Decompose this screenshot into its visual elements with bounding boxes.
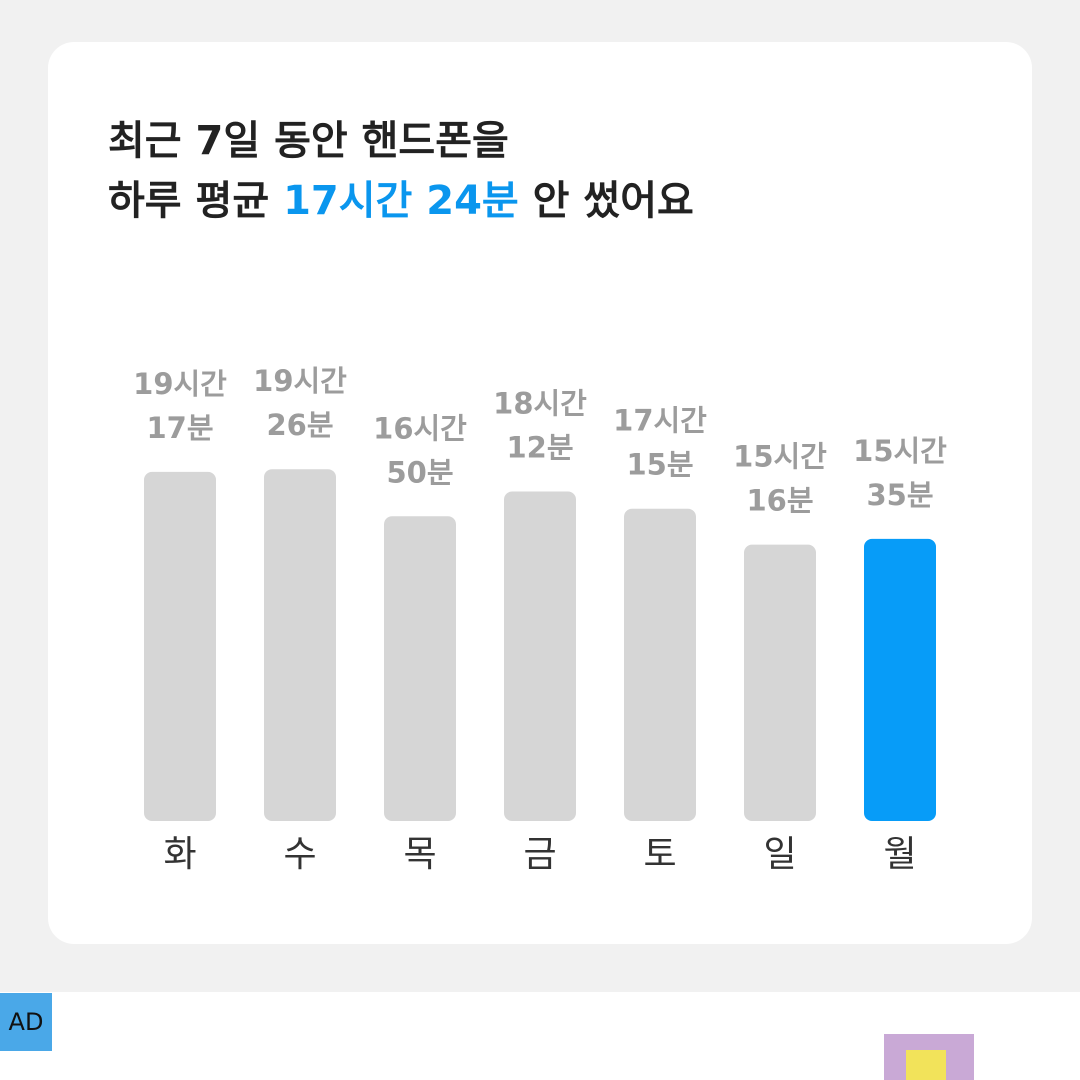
value-label-line: 16분 <box>746 484 813 518</box>
bar <box>384 516 456 821</box>
ad-thumbnail-detail <box>906 1050 946 1080</box>
x-tick-label: 금 <box>523 834 556 875</box>
value-label-line: 15시간 <box>733 440 827 474</box>
value-label-line: 19시간 <box>133 367 227 401</box>
value-label-line: 17시간 <box>613 404 707 438</box>
title-line: 최근 7일 동안 핸드폰을 <box>108 118 509 164</box>
title-line: 하루 평균 17시간 24분 안 썼어요 <box>108 178 694 224</box>
value-label: 17시간 15분 <box>613 404 707 482</box>
x-tick-label: 수 <box>283 834 316 875</box>
ad-badge <box>0 993 52 1051</box>
value-label-line: 35분 <box>866 478 933 512</box>
bar <box>744 544 816 821</box>
bar <box>144 471 216 821</box>
title-highlight: 17시간 24분 <box>283 178 519 224</box>
value-label-line: 15분 <box>626 448 693 482</box>
bar <box>864 538 936 821</box>
x-tick-label: 화 <box>163 834 196 875</box>
title-text: 안 썼어요 <box>533 178 694 224</box>
value-label: 19시간 26분 <box>253 364 347 442</box>
title-text: 하루 평균 <box>108 178 269 224</box>
value-label: 16시간 50분 <box>373 411 467 489</box>
value-label-line: 26분 <box>266 408 333 442</box>
value-label: 19시간 17분 <box>133 367 227 445</box>
value-label: 18시간 12분 <box>493 387 587 465</box>
value-label: 15시간 16분 <box>733 440 827 518</box>
value-label-line: 19시간 <box>253 364 347 398</box>
value-label: 15시간 35분 <box>853 434 947 512</box>
ad-badge-text: AD <box>9 1008 44 1036</box>
bar <box>624 508 696 821</box>
bar <box>504 491 576 821</box>
x-tick-label: 일 <box>763 834 796 875</box>
bar <box>264 469 336 821</box>
value-label-line: 17분 <box>146 411 213 445</box>
x-tick-label: 월 <box>883 834 916 875</box>
value-label-line: 50분 <box>386 455 453 489</box>
value-label-line: 12분 <box>506 431 573 465</box>
x-tick-label: 목 <box>403 834 436 875</box>
x-tick-label: 토 <box>643 834 676 875</box>
value-label-line: 18시간 <box>493 387 587 421</box>
value-label-line: 16시간 <box>373 411 467 445</box>
value-label-line: 15시간 <box>853 434 947 468</box>
